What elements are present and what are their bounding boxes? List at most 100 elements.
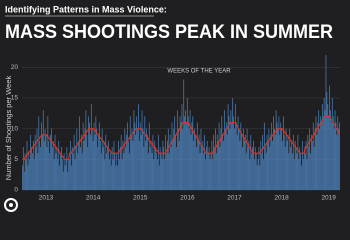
bar: [184, 116, 186, 190]
bar: [224, 128, 226, 190]
bar: [186, 122, 187, 190]
bar: [42, 110, 44, 190]
bar: [120, 134, 122, 190]
bar: [253, 159, 255, 190]
bar: [108, 140, 109, 190]
bar: [291, 140, 292, 190]
bar: [242, 147, 244, 190]
bar: [225, 122, 227, 190]
bar: [106, 153, 108, 190]
bar: [111, 147, 113, 190]
bar: [310, 153, 311, 190]
bar: [183, 79, 185, 190]
bar: [99, 140, 101, 190]
bar: [166, 153, 167, 190]
bar: [294, 140, 296, 190]
bar: [264, 147, 266, 190]
bar: [329, 85, 330, 190]
bar: [47, 116, 49, 190]
bar: [263, 122, 265, 190]
bar: [199, 153, 201, 190]
bar: [67, 171, 69, 190]
bar: [214, 147, 215, 190]
bar: [145, 140, 147, 190]
bar: [143, 147, 145, 190]
bar: [84, 128, 86, 190]
annotation: WEEKS OF THE YEAR: [167, 69, 231, 75]
bar: [292, 153, 293, 190]
bar: [336, 134, 338, 190]
x-tick-label: 2014: [86, 195, 101, 202]
bar: [268, 128, 270, 190]
bar: [27, 165, 29, 190]
bar: [95, 116, 97, 190]
bar: [251, 153, 253, 190]
bar: [274, 134, 276, 190]
bar: [116, 153, 118, 190]
bar: [61, 159, 63, 190]
bar: [305, 140, 307, 190]
bar: [168, 153, 170, 190]
bar: [204, 134, 205, 190]
chart: Identifying Patterns in Mass Violence: M…: [3, 4, 341, 212]
bar: [218, 122, 220, 190]
bar: [34, 134, 36, 190]
bar: [219, 147, 221, 190]
bar: [299, 147, 301, 190]
bar: [271, 122, 273, 190]
bar: [124, 128, 126, 190]
bar: [155, 147, 157, 190]
bar: [202, 140, 204, 190]
bar: [191, 122, 193, 190]
bar: [79, 116, 80, 190]
bar: [163, 147, 165, 190]
bar: [255, 153, 257, 190]
bar: [224, 110, 225, 190]
bar: [58, 140, 60, 190]
bar: [32, 140, 34, 190]
bar: [223, 140, 224, 190]
bar: [43, 140, 45, 190]
bar: [100, 153, 102, 190]
bar: [93, 122, 95, 190]
bar: [24, 153, 26, 190]
bar: [285, 128, 287, 190]
bar: [277, 128, 279, 190]
bar: [266, 134, 268, 190]
bar: [290, 147, 292, 190]
bar: [157, 159, 158, 190]
bar: [41, 122, 42, 190]
bar: [146, 128, 147, 190]
y-tick-label: 5: [14, 156, 18, 163]
bar: [45, 134, 47, 190]
bar: [99, 122, 100, 190]
bar: [68, 159, 70, 190]
bar: [39, 140, 41, 190]
bar: [25, 159, 27, 190]
bar: [76, 128, 78, 190]
bar: [309, 128, 311, 190]
bar: [208, 147, 210, 190]
y-tick-label: 0: [14, 187, 18, 194]
bar: [37, 153, 39, 190]
bar: [335, 122, 337, 190]
bar: [83, 140, 85, 190]
bar: [31, 147, 32, 190]
bar: [56, 147, 58, 190]
bar: [233, 116, 234, 190]
y-tick-label: 20: [11, 64, 19, 71]
bar: [252, 147, 253, 190]
bar: [180, 122, 182, 190]
bar: [176, 147, 177, 190]
bar: [185, 110, 186, 190]
bar: [66, 147, 68, 190]
bar: [157, 134, 159, 190]
bar: [232, 97, 234, 190]
bar: [279, 134, 281, 190]
x-tick-label: 2013: [39, 195, 54, 202]
bar: [179, 116, 181, 190]
bar: [69, 159, 70, 190]
bar: [297, 134, 299, 190]
bar: [136, 116, 138, 190]
bar: [259, 165, 261, 190]
